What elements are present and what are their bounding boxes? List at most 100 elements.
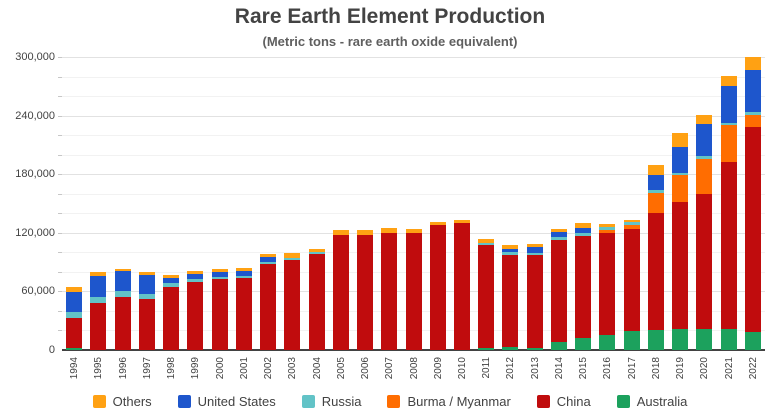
bar-segment-russia[interactable] — [720, 122, 737, 126]
bar-segment-russia[interactable] — [502, 252, 519, 256]
bar-segment-others[interactable] — [66, 287, 83, 292]
bar-segment-others[interactable] — [696, 115, 713, 124]
bar-segment-others[interactable] — [211, 269, 228, 272]
bar-segment-others[interactable] — [599, 223, 616, 228]
bar-segment-russia[interactable] — [260, 262, 277, 265]
bar-segment-australia[interactable] — [696, 329, 713, 350]
bar-segment-russia[interactable] — [575, 233, 592, 236]
bar-segment-others[interactable] — [114, 268, 131, 272]
bar-segment-russia[interactable] — [599, 227, 616, 230]
bar-segment-china[interactable] — [187, 281, 204, 350]
legend-item-china[interactable]: China — [536, 394, 591, 409]
bar-segment-us[interactable] — [114, 271, 131, 292]
bar-segment-others[interactable] — [138, 272, 155, 275]
bar-segment-russia[interactable] — [308, 252, 325, 255]
bar-segment-china[interactable] — [284, 260, 301, 350]
bar-segment-australia[interactable] — [526, 348, 543, 350]
bar-segment-russia[interactable] — [647, 190, 664, 193]
bar-segment-australia[interactable] — [66, 347, 83, 350]
bar-segment-china[interactable] — [381, 232, 398, 350]
bar-segment-burma[interactable] — [647, 192, 664, 214]
bar-segment-russia[interactable] — [114, 291, 131, 298]
bar-segment-russia[interactable] — [744, 112, 761, 115]
bar-segment-australia[interactable] — [599, 335, 616, 350]
bar-segment-burma[interactable] — [720, 125, 737, 163]
bar-segment-china[interactable] — [163, 286, 180, 350]
bar-segment-us[interactable] — [647, 175, 664, 191]
bar-segment-china[interactable] — [720, 162, 737, 329]
bar-segment-australia[interactable] — [478, 347, 495, 350]
bar-segment-burma[interactable] — [623, 224, 640, 229]
bar-segment-others[interactable] — [478, 239, 495, 244]
bar-segment-russia[interactable] — [211, 276, 228, 279]
bar-segment-china[interactable] — [526, 255, 543, 349]
bar-segment-china[interactable] — [647, 213, 664, 331]
bar-segment-us[interactable] — [502, 249, 519, 253]
bar-segment-us[interactable] — [90, 275, 107, 298]
bar-segment-australia[interactable] — [744, 332, 761, 350]
bar-segment-others[interactable] — [429, 221, 446, 225]
bar-segment-russia[interactable] — [526, 252, 543, 256]
bar-segment-china[interactable] — [478, 245, 495, 348]
bar-segment-russia[interactable] — [187, 279, 204, 282]
bar-segment-russia[interactable] — [66, 311, 83, 318]
bar-segment-others[interactable] — [381, 228, 398, 233]
bar-segment-burma[interactable] — [744, 114, 761, 128]
bar-segment-australia[interactable] — [502, 346, 519, 350]
bar-segment-china[interactable] — [66, 317, 83, 348]
bar-segment-australia[interactable] — [720, 328, 737, 350]
bar-segment-others[interactable] — [647, 164, 664, 176]
bar-segment-others[interactable] — [260, 254, 277, 258]
legend-item-burma-myanmar[interactable]: Burma / Myanmar — [387, 394, 511, 409]
bar-segment-us[interactable] — [526, 247, 543, 253]
bar-segment-us[interactable] — [696, 123, 713, 156]
bar-segment-others[interactable] — [357, 230, 374, 235]
bar-segment-russia[interactable] — [623, 222, 640, 225]
bar-segment-australia[interactable] — [623, 331, 640, 350]
bar-segment-us[interactable] — [138, 274, 155, 295]
bar-segment-australia[interactable] — [647, 330, 664, 350]
legend-item-united-states[interactable]: United States — [177, 394, 276, 409]
bar-segment-china[interactable] — [405, 232, 422, 350]
bar-segment-australia[interactable] — [575, 338, 592, 350]
bar-segment-china[interactable] — [138, 299, 155, 350]
bar-segment-us[interactable] — [550, 231, 567, 238]
bar-segment-china[interactable] — [260, 264, 277, 350]
bar-segment-china[interactable] — [672, 201, 689, 330]
bar-segment-others[interactable] — [284, 253, 301, 258]
bar-segment-us[interactable] — [575, 227, 592, 234]
bar-segment-china[interactable] — [453, 223, 470, 350]
bar-segment-us[interactable] — [235, 270, 252, 276]
bar-segment-others[interactable] — [163, 274, 180, 279]
bar-segment-china[interactable] — [308, 254, 325, 350]
bar-segment-china[interactable] — [211, 278, 228, 350]
bar-segment-burma[interactable] — [599, 229, 616, 233]
bar-segment-us[interactable] — [672, 147, 689, 173]
bar-segment-us[interactable] — [720, 86, 737, 123]
bar-segment-china[interactable] — [235, 277, 252, 350]
bar-segment-china[interactable] — [357, 234, 374, 350]
bar-segment-china[interactable] — [599, 232, 616, 336]
bar-segment-others[interactable] — [235, 267, 252, 271]
bar-segment-others[interactable] — [575, 223, 592, 228]
bar-segment-burma[interactable] — [696, 158, 713, 194]
bar-segment-others[interactable] — [453, 220, 470, 224]
bar-segment-us[interactable] — [187, 274, 204, 280]
bar-segment-russia[interactable] — [696, 155, 713, 159]
bar-segment-australia[interactable] — [672, 329, 689, 350]
bar-segment-us[interactable] — [163, 278, 180, 284]
bar-segment-china[interactable] — [90, 303, 107, 350]
bar-segment-russia[interactable] — [672, 172, 689, 176]
bar-segment-china[interactable] — [429, 224, 446, 350]
bar-segment-china[interactable] — [696, 193, 713, 330]
bar-segment-others[interactable] — [187, 271, 204, 275]
bar-segment-china[interactable] — [744, 127, 761, 333]
bar-segment-others[interactable] — [332, 230, 349, 235]
bar-segment-russia[interactable] — [138, 294, 155, 300]
bar-segment-others[interactable] — [623, 219, 640, 223]
bar-segment-burma[interactable] — [672, 175, 689, 202]
bar-segment-russia[interactable] — [550, 237, 567, 240]
bar-segment-us[interactable] — [744, 70, 761, 113]
bar-segment-others[interactable] — [720, 75, 737, 87]
bar-segment-others[interactable] — [550, 229, 567, 232]
